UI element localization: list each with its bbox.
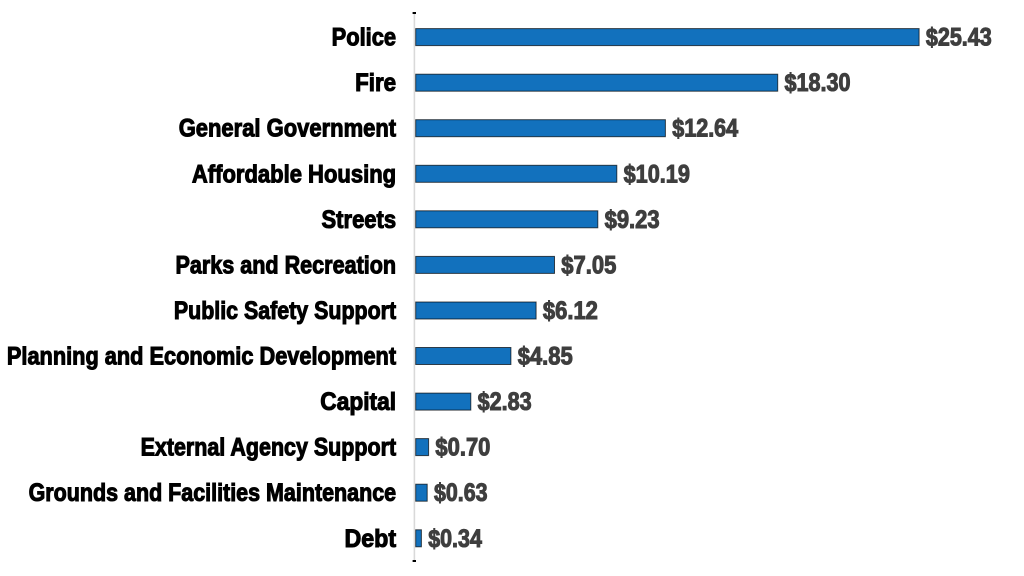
svg-text:$9.23: $9.23 xyxy=(605,206,660,234)
svg-text:Debt: Debt xyxy=(345,525,397,553)
svg-text:$7.05: $7.05 xyxy=(561,251,616,279)
svg-text:Parks and Recreation: Parks and Recreation xyxy=(176,251,397,279)
svg-text:$6.12: $6.12 xyxy=(543,297,598,325)
svg-text:$0.70: $0.70 xyxy=(435,434,490,462)
svg-text:Grounds and Facilities Mainten: Grounds and Facilities Maintenance xyxy=(29,479,397,507)
svg-text:$4.85: $4.85 xyxy=(518,343,573,371)
svg-text:Fire: Fire xyxy=(355,69,396,97)
svg-text:Police: Police xyxy=(332,24,397,52)
svg-text:Streets: Streets xyxy=(322,206,397,234)
svg-text:Affordable Housing: Affordable Housing xyxy=(192,160,396,188)
svg-text:$10.19: $10.19 xyxy=(624,160,690,188)
svg-text:$12.64: $12.64 xyxy=(672,115,738,143)
svg-text:$2.83: $2.83 xyxy=(478,388,532,416)
svg-text:Capital: Capital xyxy=(320,388,396,416)
svg-text:$25.43: $25.43 xyxy=(926,24,992,52)
svg-text:General Government: General Government xyxy=(179,115,397,143)
svg-text:$0.34: $0.34 xyxy=(428,525,482,553)
svg-text:External Agency Support: External Agency Support xyxy=(141,434,397,462)
svg-text:$0.63: $0.63 xyxy=(434,479,488,507)
svg-text:Planning and Economic Developm: Planning and Economic Development xyxy=(7,343,397,371)
svg-text:Public Safety Support: Public Safety Support xyxy=(174,297,397,325)
svg-text:$18.30: $18.30 xyxy=(785,69,851,97)
